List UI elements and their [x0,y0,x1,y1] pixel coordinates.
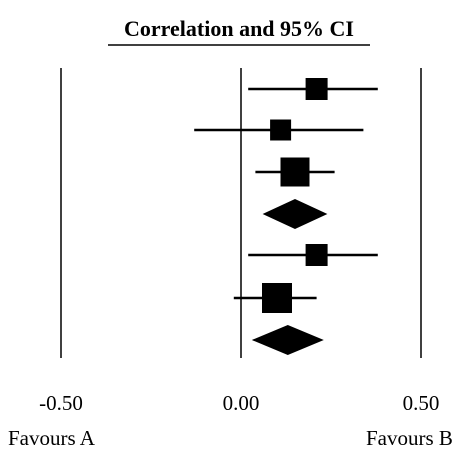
point-estimate-square [270,119,292,141]
summary-diamond [251,325,324,355]
summary-diamond [262,199,328,229]
point-estimate-square [305,78,328,100]
x-tick-labels: -0.50 0.00 0.50 [39,391,439,415]
reference-lines [60,68,422,358]
x-tick-label: 0.00 [223,391,260,415]
chart-title-group: Correlation and 95% CI [108,16,370,46]
x-tick-label: -0.50 [39,391,83,415]
x-tick-label: 0.50 [403,391,440,415]
chart-title: Correlation and 95% CI [124,16,354,41]
plot-marks [194,78,378,355]
favours-a-label: Favours A [8,426,96,450]
point-estimate-square [262,283,292,313]
point-estimate-square [305,244,328,266]
point-estimate-square [280,157,310,187]
favours-b-label: Favours B [366,426,453,450]
